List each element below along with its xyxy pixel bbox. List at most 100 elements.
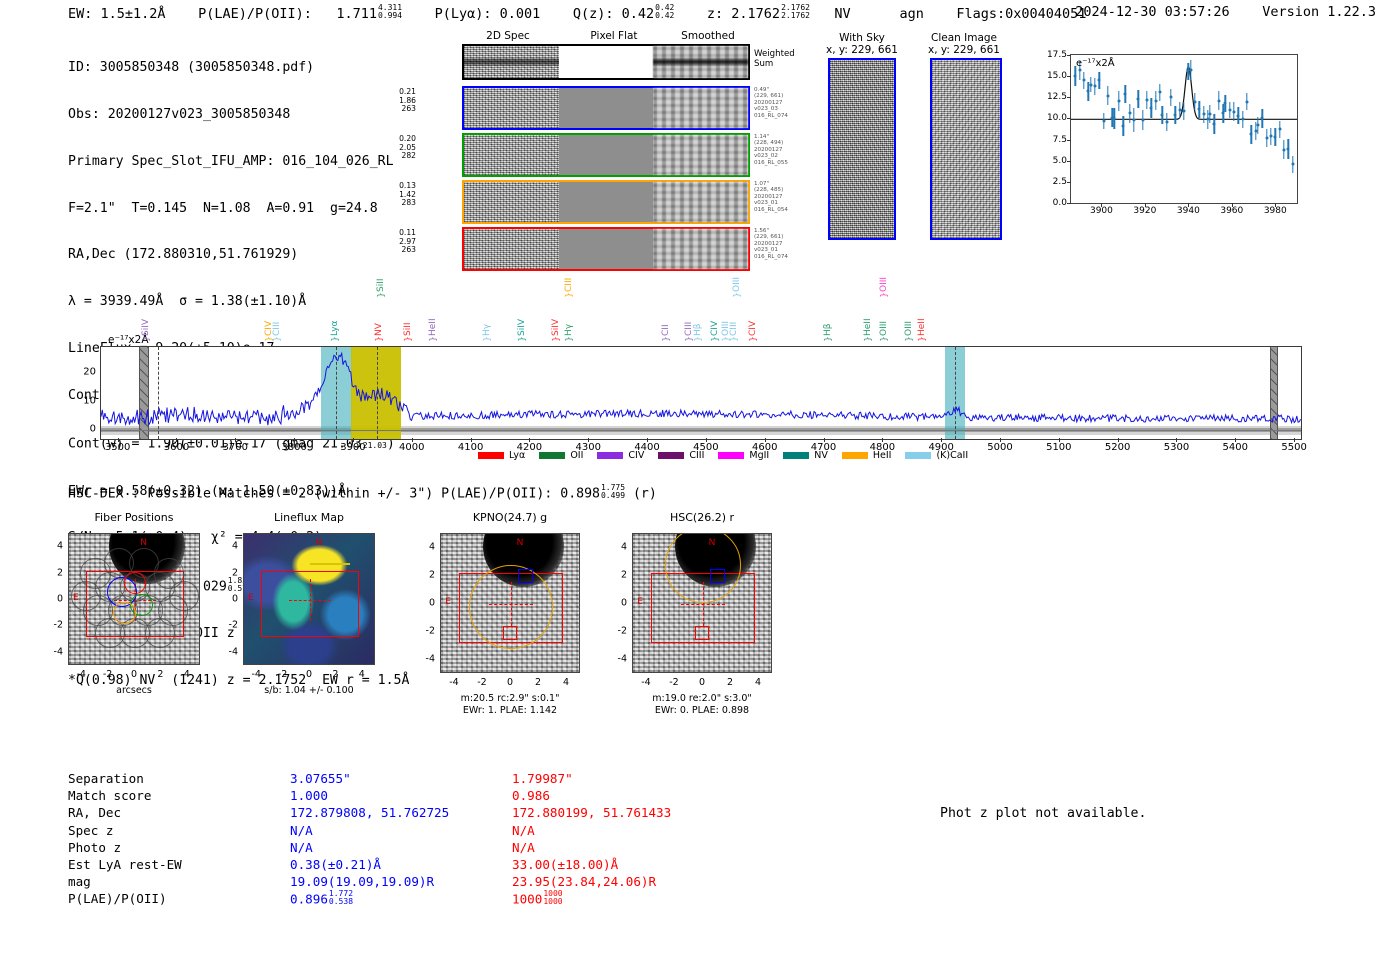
cutout-xtick: 0 xyxy=(305,669,313,680)
zoom-spectrum-point xyxy=(1254,129,1258,133)
match-row-value-blue: 1.000 xyxy=(290,788,328,804)
zoom-spectrum-point xyxy=(1173,113,1177,117)
main-spectrum-xtick: 4300 xyxy=(575,442,601,453)
legend-item: OII xyxy=(539,450,583,461)
cutout-xtick: -2 xyxy=(669,677,679,688)
cutout-xtick: 4 xyxy=(358,669,365,680)
cutout-caption-line1: s/b: 1.04 +/- 0.100 xyxy=(264,685,354,696)
fiber-right-meta: 0.49" (229, 661) 20200127 v023_03 016_RL_074 xyxy=(754,87,788,119)
zoom-spectrum-point xyxy=(1269,134,1273,138)
zoom-spectrum-point xyxy=(1136,97,1140,101)
match-row-value-blue: 0.38(±0.21)Å xyxy=(290,857,381,873)
emission-line-label: OIII xyxy=(732,276,743,292)
cutout-xtick: 4 xyxy=(754,677,762,688)
info-ewr: EWr = 0.58(±0.32) (w: 1.50(±0.83))Å xyxy=(68,483,346,499)
main-spectrum-xtick-mark xyxy=(647,438,649,442)
main-spectrum-xtick-mark xyxy=(176,438,178,442)
main-spectrum-ytick: 20 xyxy=(83,366,96,378)
legend-label: OII xyxy=(570,450,584,461)
weighted-sum-label: Weighted Sum xyxy=(754,49,795,69)
cutout-caption: m:19.0 re:2.0" s:3.0" EWr: 0. PLAE: 0.898 xyxy=(610,693,794,717)
emission-line-label: HeII xyxy=(427,318,438,336)
cutout-ytick: 2 xyxy=(56,567,63,579)
cutout-ytick: -2 xyxy=(425,625,435,637)
zoom-spectrum-point xyxy=(1228,108,1232,112)
main-spectrum-xtick-mark xyxy=(411,438,413,442)
cutout-panel-title: HSC(26.2) r xyxy=(669,511,735,524)
emission-line-label: HeII xyxy=(917,318,928,336)
info-radec: RA,Dec (172.880310,51.761929) xyxy=(68,247,299,263)
clean-image xyxy=(932,60,1000,238)
main-spectrum-error-band-inner xyxy=(101,428,1301,433)
wsum-trace xyxy=(464,58,559,67)
compass-north-label: N xyxy=(315,537,322,548)
emission-line-label: NV xyxy=(374,323,385,336)
zoom-spectrum-point xyxy=(1182,109,1186,113)
cutout-caption-line1: arcsecs xyxy=(116,685,152,696)
fiber-2dspec-image xyxy=(464,88,559,128)
zoom-spectrum-point xyxy=(1291,162,1295,166)
main-spectrum-xtick-mark xyxy=(1235,438,1237,442)
zoom-spectrum-ytick-mark xyxy=(1067,97,1071,99)
zoom-spectrum-point xyxy=(1197,107,1201,111)
emission-line-label: CIII xyxy=(272,321,283,336)
wsum-pixelflat-image xyxy=(559,46,653,78)
center-crosshair-vertical xyxy=(310,578,311,622)
main-spectrum-xtick-mark xyxy=(1058,438,1060,442)
zoom-spectrum-ytick-mark xyxy=(1067,55,1071,56)
emission-line-bracket: { xyxy=(877,292,888,298)
cutout-panel-lineflux-map[interactable]: Lineflux Map N E 4 2 0 -2 -4 -4 -2 0 2 4 s/b: 1.04 +/… xyxy=(229,511,375,696)
info-params: F=2.1" T=0.145 N=1.08 A=0.91 g=24.8 xyxy=(68,200,378,216)
match-table-row-plae: P(LAE)/P(OII) 0.896 1.772 0.538 1000 1000 1000 xyxy=(68,890,671,908)
emission-line-label: OIII xyxy=(879,276,890,292)
match-table-row: RA, Dec 172.879808, 51.762725 172.880199, … xyxy=(68,804,671,821)
main-spectrum-xtick: 4400 xyxy=(634,442,660,453)
cutout-panel-hsc-26-2-r[interactable]: HSC(26.2) r N E 4 2 0 -2 -4 -4 -2 0 2 4 m:19.0 re:2.0… xyxy=(618,511,772,716)
cutout-xtick: 0 xyxy=(130,669,138,680)
match-row-label: RA, Dec xyxy=(68,805,122,821)
header-z-range: 2.1762 2.1762 xyxy=(781,3,810,20)
cutout-ytick: -4 xyxy=(425,653,435,665)
zoom-spectrum-point xyxy=(1145,98,1149,102)
emission-line-label: Hβ xyxy=(692,323,703,336)
red-match-marker xyxy=(502,626,517,641)
emission-line-label: CIV xyxy=(747,320,758,336)
emission-line-bracket: { xyxy=(516,336,527,342)
legend-swatch xyxy=(597,452,624,459)
info-lambda: λ = 3939.49Å σ = 1.38(±1.10)Å xyxy=(68,294,307,310)
center-crosshair-horizontal xyxy=(288,600,332,601)
fiber-pixelflat-image xyxy=(559,88,653,128)
cutout-ytick: -4 xyxy=(617,653,627,665)
cutout-ytick: -2 xyxy=(53,619,63,631)
main-spectrum-xtick: 4900 xyxy=(928,442,954,453)
zoom-spectrum-point xyxy=(1260,116,1264,120)
zoom-spectrum-ytick-mark xyxy=(1067,76,1071,78)
spec2d-col-title-pixelflat: Pixel Flat xyxy=(590,30,638,42)
legend-swatch xyxy=(658,452,685,459)
header-timestamp: 2024-12-30 03:57:26 xyxy=(1075,4,1230,20)
legend-item: CIV xyxy=(597,450,644,461)
cutout-title-with-sky: With Sky x, y: 229, 661 xyxy=(826,32,898,56)
fiber-right-meta: 1.56" (229, 661) 20200127 v023_01 016_RL_074 xyxy=(754,228,788,260)
emission-line-label: Hγ xyxy=(564,323,575,336)
fiber-right-meta: 1.07" (228, 485) 20200127 v023_01 016_RL_054 xyxy=(754,181,788,213)
emission-line-label: Hγ xyxy=(482,323,493,336)
fiber-left-stats: 0.13 1.42 283 xyxy=(399,181,416,208)
main-spectrum-xtick: 3800 xyxy=(281,442,307,453)
cutout-xtick: -2 xyxy=(477,677,487,688)
hsc-plae-range: 1.775 0.499 xyxy=(600,483,626,500)
zoom-spectrum-ytick: 10.0 xyxy=(1046,113,1067,124)
cutout-ytick: 0 xyxy=(428,597,435,609)
cutout-ytick: 4 xyxy=(428,541,435,553)
cutout-panel-fiber-positions[interactable]: Fiber Positions N E 4 2 0 -2 -4 -4 -2 0 2 4 arcsecs xyxy=(54,511,200,696)
cutout-title-clean-image: Clean Image x, y: 229, 661 xyxy=(928,32,1000,56)
cutout-ytick: -2 xyxy=(228,619,238,631)
emission-line-bracket: { xyxy=(373,336,384,342)
legend-swatch xyxy=(478,452,504,459)
blue-match-marker xyxy=(518,569,534,583)
emission-line-bracket: { xyxy=(916,336,927,342)
spec2d-col-title-2dspec: 2D Spec xyxy=(486,30,530,42)
cutout-panel-kpno-24-7-g[interactable]: KPNO(24.7) g N E 4 2 0 -2 -4 -4 -2 0 2 4 m:20.5 rc:2.… xyxy=(426,511,580,716)
emission-line-bracket: { xyxy=(822,336,833,342)
